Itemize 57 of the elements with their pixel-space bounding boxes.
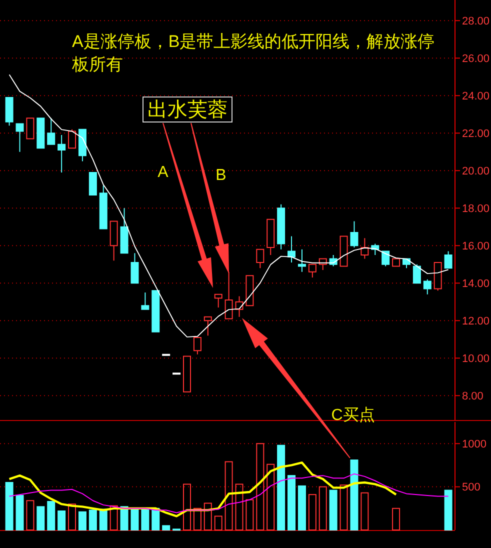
annotation: 出水芙蓉: [148, 99, 228, 121]
y-tick-label: 500: [462, 482, 480, 494]
bar: [235, 484, 244, 530]
annotation: A: [158, 164, 169, 181]
bar: [329, 490, 338, 530]
y-tick-label: 26.00: [462, 52, 490, 65]
bar: [193, 508, 202, 530]
bar: [360, 492, 369, 530]
bar: [5, 482, 14, 530]
candlestick: [58, 134, 66, 173]
line-series: [8, 462, 398, 518]
bar: [47, 500, 56, 530]
bar: [246, 499, 254, 530]
annotation: A是涨停板，B是带上影线的低开阳线，解放涨停板所有: [71, 32, 435, 74]
y-tick-label: 12.00: [462, 315, 490, 328]
y-tick-label: 1000: [462, 438, 486, 450]
y-tick-label: 10.00: [462, 352, 490, 365]
bar: [298, 485, 306, 530]
bar: [266, 464, 275, 530]
y-tick-label: 28.00: [462, 15, 490, 28]
bar: [141, 508, 150, 530]
bar: [277, 444, 286, 530]
bar: [340, 484, 348, 530]
bar: [162, 525, 170, 530]
bar: [120, 506, 128, 530]
y-tick-label: 8.00: [462, 390, 484, 402]
bar: [256, 443, 264, 530]
annotation: C买点: [331, 406, 375, 424]
bar: [110, 505, 118, 530]
bar: [214, 516, 222, 530]
bar: [36, 506, 45, 530]
bar: [68, 504, 76, 530]
bar: [58, 510, 66, 530]
y-tick-label: 24.00: [462, 90, 490, 102]
y-tick-label: 22.00: [462, 128, 490, 140]
bar: [224, 461, 233, 530]
y-tick-label: 20.00: [462, 165, 490, 178]
bar: [152, 508, 160, 530]
bar: [26, 500, 34, 530]
bar: [392, 508, 400, 530]
bar: [78, 511, 86, 530]
bar: [318, 486, 327, 530]
y-tick-label: 18.00: [462, 202, 490, 215]
bar: [130, 508, 139, 530]
line-series: [8, 473, 449, 514]
annotation: B: [216, 167, 226, 184]
bar: [182, 484, 191, 530]
bar: [99, 508, 108, 530]
bar: [288, 475, 296, 530]
y-tick-label: 14.00: [462, 278, 490, 290]
y-tick-label: 16.00: [462, 240, 490, 252]
bar: [308, 494, 316, 530]
bar: [16, 494, 24, 530]
bar: [350, 460, 358, 530]
bar: [444, 490, 452, 530]
bar: [204, 502, 212, 530]
bar: [88, 510, 97, 530]
